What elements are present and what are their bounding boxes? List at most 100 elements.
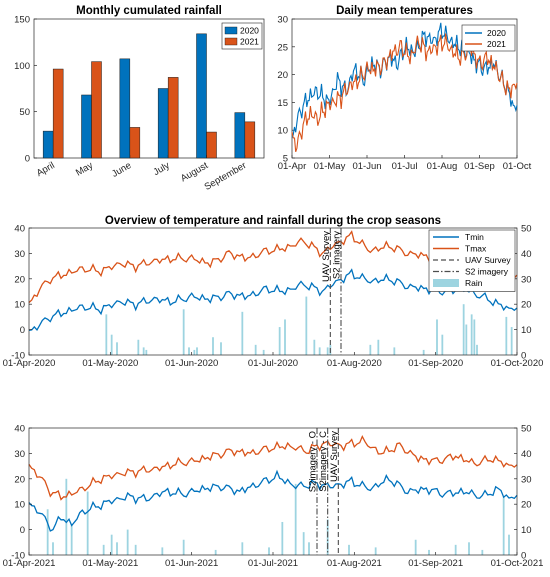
rain-bar bbox=[126, 529, 129, 555]
y2-tick-label: 30 bbox=[521, 274, 532, 285]
legend-label-Tmin: Tmin bbox=[465, 232, 484, 242]
rain-bar bbox=[369, 344, 372, 355]
series-line-Tmax bbox=[28, 434, 518, 501]
x-tick-label: June bbox=[110, 160, 133, 180]
y-tick-label: 0 bbox=[20, 325, 25, 336]
bar-2021-July bbox=[167, 77, 179, 159]
legend-box bbox=[461, 24, 516, 52]
chart-title: Overview of temperature and rainfall dur… bbox=[105, 215, 441, 227]
x-tick-label: 01-Oct-2021 bbox=[491, 558, 544, 569]
rain-bar bbox=[70, 524, 73, 555]
y-tick-label: 0 bbox=[20, 525, 25, 536]
x-tick-label: 01-Sep-2020 bbox=[408, 358, 463, 369]
legend-label-Tmax: Tmax bbox=[465, 244, 487, 254]
y-tick-label: 15 bbox=[277, 98, 288, 109]
rain-bar bbox=[182, 539, 185, 555]
chart-title: Daily mean temperatures bbox=[336, 5, 473, 17]
legend-swatch-2021 bbox=[224, 37, 238, 46]
rain-bar bbox=[102, 544, 105, 555]
y2-tick-label: 20 bbox=[521, 500, 532, 511]
y2-tick-label: 30 bbox=[521, 474, 532, 485]
rain-bar bbox=[142, 347, 145, 355]
rainfall-bar-chart: Monthly cumulated rainfall 0 50 100 150 April… bbox=[14, 5, 265, 193]
rain-bar bbox=[278, 327, 281, 355]
rain-bar bbox=[313, 339, 316, 355]
x-tick-label: July bbox=[152, 160, 172, 178]
bar-2021-April bbox=[52, 68, 64, 159]
legend-label-2020: 2020 bbox=[487, 28, 506, 38]
vline-label: S2imagery - C bbox=[318, 431, 329, 492]
rain-bar bbox=[374, 547, 377, 555]
y-tick-label: 40 bbox=[14, 224, 25, 235]
rain-bar bbox=[137, 339, 140, 355]
y-tick-label: -10 bbox=[11, 351, 25, 362]
rain-bar bbox=[473, 319, 476, 355]
y-tick-label: 20 bbox=[14, 274, 25, 285]
bar-2020-September bbox=[234, 112, 246, 159]
y-tick-label: 0 bbox=[25, 154, 30, 165]
rain-bar bbox=[110, 334, 113, 355]
bar-2020-June bbox=[119, 58, 131, 159]
y-tick-label: 150 bbox=[14, 15, 30, 26]
x-tick-label: 01-Jul bbox=[392, 161, 418, 172]
bar-2021-May bbox=[91, 61, 102, 159]
y2-tick-label: 40 bbox=[521, 449, 532, 460]
legend-label-Rain: Rain bbox=[465, 278, 483, 288]
rain-bar bbox=[377, 339, 380, 355]
y-tick-label: 20 bbox=[14, 474, 25, 485]
x-tick-label: 01-Jun-2021 bbox=[165, 558, 218, 569]
rain-bar bbox=[422, 349, 425, 355]
x-tick-label: 01-Sep bbox=[464, 161, 495, 172]
legend-swatch-rain bbox=[433, 279, 459, 287]
rain-bar bbox=[302, 532, 305, 555]
y2-tick-label: 20 bbox=[521, 300, 532, 311]
rain-bar bbox=[505, 316, 508, 355]
x-tick-label: 01-May-2021 bbox=[82, 558, 138, 569]
x-tick-label: 01-Jun bbox=[352, 161, 381, 172]
y-tick-label: 30 bbox=[14, 249, 25, 260]
axes-box bbox=[28, 427, 518, 556]
rain-bar bbox=[268, 547, 270, 555]
bar-2021-June bbox=[129, 127, 141, 159]
rain-bar bbox=[241, 542, 244, 555]
bar-2021-August bbox=[206, 131, 217, 159]
x-tick-label: 01-Oct-2020 bbox=[491, 358, 544, 369]
rain-bar bbox=[241, 311, 244, 355]
rain-bar bbox=[46, 509, 49, 555]
rain-bar bbox=[348, 544, 350, 555]
legend-label-S2-imagery: S2 imagery bbox=[465, 267, 509, 277]
rain-bar bbox=[502, 496, 505, 555]
rain-bar bbox=[462, 304, 465, 355]
vline-label: UAV Survey bbox=[329, 431, 340, 482]
rain-bar bbox=[65, 478, 68, 555]
series-line-2021 bbox=[291, 33, 518, 152]
vline-label: UAV Survey bbox=[321, 231, 332, 282]
rain-bar bbox=[182, 309, 185, 355]
legend-label-2020: 2020 bbox=[240, 26, 259, 36]
rain-bar bbox=[116, 542, 118, 555]
y2-tick-label: 0 bbox=[521, 551, 526, 562]
vline-label: S2 imagery bbox=[332, 231, 343, 279]
y-tick-label: 10 bbox=[14, 500, 25, 511]
rain-bar bbox=[441, 334, 444, 355]
y-tick-label: 5 bbox=[283, 154, 288, 165]
bar-2020-July bbox=[157, 88, 169, 159]
rain-bar bbox=[193, 349, 196, 355]
rain-bar bbox=[294, 483, 297, 555]
rain-bar bbox=[86, 491, 89, 555]
vline-label: S2imagery - O bbox=[308, 431, 319, 492]
overview-2021-chart: S2imagery - O S2imagery - C UAV Survey-100… bbox=[3, 424, 544, 570]
bar-2020-August bbox=[196, 33, 207, 159]
rain-bar bbox=[414, 539, 417, 555]
x-tick-label: 01-Apr bbox=[278, 161, 307, 172]
rain-bar bbox=[212, 337, 214, 355]
rain-bar bbox=[105, 314, 108, 355]
y2-tick-label: 10 bbox=[521, 525, 532, 536]
x-tick-label: 01-Aug-2021 bbox=[327, 558, 382, 569]
chart-title: Monthly cumulated rainfall bbox=[76, 5, 222, 17]
series-line-Tmin bbox=[28, 469, 518, 532]
rain-bar bbox=[454, 544, 457, 555]
daily-temperature-chart: Daily mean temperatures 5 10 15 20 25 30 01-Apr… bbox=[277, 5, 531, 172]
y-tick-label: 100 bbox=[14, 61, 30, 72]
y2-tick-label: 40 bbox=[521, 249, 532, 260]
